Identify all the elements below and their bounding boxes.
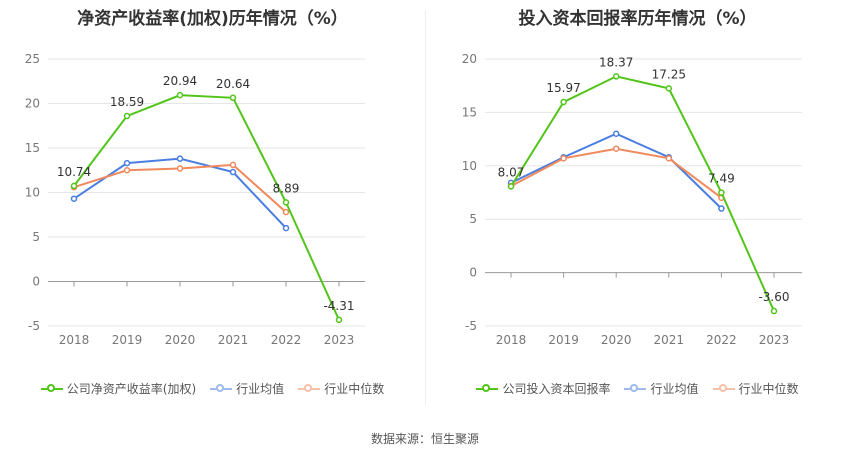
roe-legend-swatch-icon [210,383,233,395]
roic-series-point-2 [612,145,620,152]
roe-series-point-0 [335,316,343,324]
roic-series-point-0 [560,98,567,106]
roe-series-point-0 [229,94,237,102]
roic-y-tick-label: 20 [462,52,477,66]
roe-series-point-2 [176,165,184,172]
roe-y-tick-label: 5 [32,230,40,244]
roic-x-tick-label: 2023 [759,333,790,347]
roic-chart-panel: 投入资本回报率历年情况（%） -5 0 5 10 15 20 2018 2019 2020 202… [425,0,850,410]
roic-series-point-0 [770,307,778,315]
roe-series-point-0 [282,199,290,206]
roic-data-label: 18.37 [599,55,633,69]
roe-legend-item-2[interactable]: 行业中位数 [298,380,384,397]
roe-series-point-0 [123,112,131,120]
roe-series-point-1 [176,155,184,162]
roic-x-tick-label: 2019 [548,333,579,347]
roic-y-tick-label: 5 [469,212,477,226]
roic-series-line-2 [510,147,723,199]
roe-series-line-2 [73,163,287,213]
roe-series-point-2 [229,161,237,169]
roe-legend-label: 公司净资产收益率(加权) [66,382,197,396]
roe-series-point-1 [70,195,78,202]
roic-x-tick-label: 2018 [496,333,527,347]
roe-y-tick-label: 10 [25,186,40,200]
roe-x-tick-label: 2019 [112,333,143,347]
roe-data-label: 20.64 [216,77,250,91]
roic-legend-swatch-icon [712,383,735,395]
roe-series-point-1 [123,159,131,167]
data-source-note: 数据来源：恒生聚源 [370,432,479,446]
roic-series-point-2 [665,155,673,162]
roic-x-tick-label: 2022 [706,333,737,347]
roic-legend-label: 公司投入资本回报率 [502,382,611,396]
roe-chart-title: 净资产收益率(加权)历年情况（%） [77,9,348,29]
roic-data-label: -3.60 [758,290,789,304]
roic-series-line-1 [510,132,723,210]
roic-series-point-0 [665,85,673,92]
roe-legend-swatch-icon [298,383,321,395]
roe-legend-item-1[interactable]: 行业均值 [210,380,284,397]
roe-data-label: 20.94 [163,74,197,88]
roic-series-point-0 [718,189,725,196]
roe-series-point-1 [229,168,237,176]
roic-x-tick-label: 2021 [654,333,685,347]
roe-legend-label: 行业中位数 [324,382,385,396]
roe-series-point-0 [70,182,78,190]
roic-series-line-0 [510,75,775,312]
roe-legend-item-0[interactable]: 公司净资产收益率(加权) [40,380,197,397]
roe-legend-label: 行业均值 [236,382,285,396]
roic-series-point-1 [612,130,620,138]
roic-chart-legend: 公司投入资本回报率 行业均值 行业中位数 [425,380,850,397]
roic-data-label: 17.25 [652,67,686,81]
roe-series-point-0 [176,91,184,99]
roe-x-tick-label: 2018 [59,333,90,347]
roic-series-point-0 [507,183,515,190]
roic-y-tick-label: -5 [465,319,477,333]
roe-y-tick-label: 20 [25,97,40,111]
roe-legend-swatch-icon [40,383,63,395]
roe-data-label: -4.31 [323,299,354,313]
roic-series-point-1 [718,205,725,212]
roic-data-label: 15.97 [546,81,580,95]
roic-y-tick-label: 0 [469,266,477,280]
roe-y-tick-label: 0 [32,275,40,289]
roe-y-tick-label: -5 [28,319,40,333]
roe-x-tick-label: 2023 [324,333,355,347]
roe-chart-legend: 公司净资产收益率(加权) 行业均值 行业中位数 [0,380,425,397]
roe-chart-plot: -5 0 5 10 15 20 25 2018 2019 2020 2021 2022 2023 10.7… [25,52,365,347]
roic-legend-label: 行业中位数 [738,382,799,396]
roic-legend-item-1[interactable]: 行业均值 [624,380,699,397]
roic-legend-item-2[interactable]: 行业中位数 [712,380,799,397]
roic-legend-swatch-icon [476,383,499,395]
roic-x-tick-label: 2020 [601,333,632,347]
roe-y-tick-label: 15 [25,141,40,155]
roe-data-label: 10.74 [57,165,91,179]
roic-legend-item-0[interactable]: 公司投入资本回报率 [476,380,610,397]
roic-y-tick-label: 15 [462,105,477,119]
roe-series-line-0 [73,94,340,321]
roe-series-point-2 [123,167,131,174]
roic-data-label: 8.07 [498,165,525,179]
roic-chart-plot: -5 0 5 10 15 20 2018 2019 2020 2021 2022 2023 8.07 15… [462,52,802,347]
roe-series-point-1 [282,224,290,232]
roe-data-label: 8.89 [273,181,300,195]
roe-x-tick-label: 2022 [271,333,302,347]
roe-chart-panel: 净资产收益率(加权)历年情况（%） -5 0 5 10 15 20 25 2018 2019 20… [0,0,425,410]
roe-series-point-2 [282,208,290,216]
roic-legend-swatch-icon [624,383,647,395]
roic-series-point-0 [612,73,620,80]
roe-y-tick-label: 25 [25,52,40,66]
roic-legend-label: 行业均值 [650,382,699,396]
roic-data-label: 7.49 [708,172,735,186]
panel-divider [425,10,426,405]
roic-series-point-2 [560,155,567,162]
roic-chart-title: 投入资本回报率历年情况（%） [518,9,757,29]
roe-x-tick-label: 2020 [165,333,196,347]
roic-y-tick-label: 10 [462,159,477,173]
roe-data-label: 18.59 [110,95,144,109]
roe-x-tick-label: 2021 [218,333,249,347]
